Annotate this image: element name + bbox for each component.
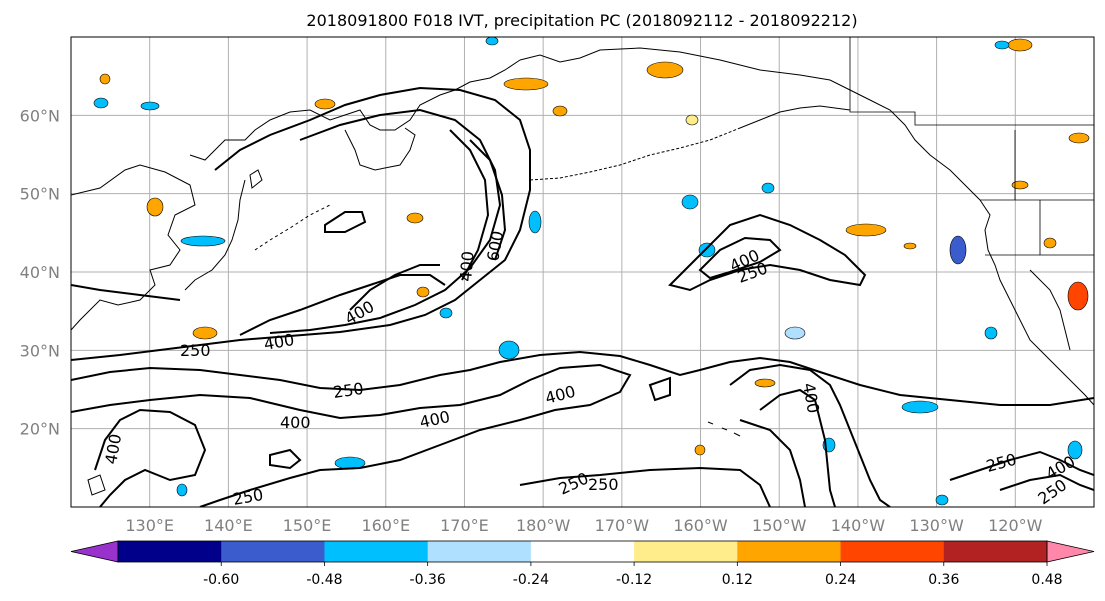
map-title: 2018091800 F018 IVT, precipitation PC (2…: [306, 11, 857, 30]
coastlines: [71, 47, 1094, 496]
admin-boundaries: [849, 37, 1094, 256]
colorbar-segment: [324, 541, 429, 562]
colorbar-tick-label: 0.12: [722, 572, 753, 588]
latitude-tick-label: 30°N: [20, 341, 60, 360]
latitude-tick-label: 20°N: [20, 420, 60, 439]
latitude-tick-label: 50°N: [20, 185, 60, 204]
contour-label: 400: [280, 413, 311, 432]
longitude-tick-label: 130°E: [125, 516, 174, 535]
colorbar: -0.60 -0.48 -0.36 -0.24 -0.12 0.12 0.24 0.36 0.4…: [70, 540, 1095, 588]
colorbar-segment: [530, 541, 635, 562]
colorbar-tick-label: 0.24: [825, 572, 856, 588]
precip-positive-anomalies: [99, 38, 1090, 456]
colorbar-extend-min: [70, 540, 119, 563]
contour-label: 250: [180, 341, 211, 360]
colorbar-tick-label: -0.12: [616, 572, 652, 588]
longitude-tick-label: 170°W: [595, 516, 650, 535]
colorbar-segment: [737, 541, 842, 562]
longitude-tick-label: 180°W: [516, 516, 571, 535]
colorbar-tick-label: 0.48: [1031, 572, 1062, 588]
longitude-tick-label: 160°E: [361, 516, 410, 535]
ivt-contours: [71, 86, 1094, 507]
colorbar-tick-label: -0.60: [203, 572, 239, 588]
latitude-tick-label: 60°N: [20, 106, 60, 125]
longitude-tick-label: 140°W: [831, 516, 886, 535]
contour-labels: 400 600 400 250 400 250 400 400 250 400 …: [101, 229, 1078, 509]
longitude-tick-label: 150°E: [283, 516, 332, 535]
longitude-tick-label: 130°W: [909, 516, 964, 535]
colorbar-tick-label: -0.24: [513, 572, 549, 588]
precip-negative-anomalies: [93, 37, 1083, 506]
colorbar-tick-label: -0.48: [306, 572, 342, 588]
colorbar-segment: [427, 541, 532, 562]
colorbar-extend-max: [1046, 540, 1095, 563]
colorbar-tick-label: 0.36: [928, 572, 959, 588]
latitude-ticks: 60°N 50°N 40°N 30°N 20°N: [20, 106, 60, 438]
longitude-ticks: 130°E 140°E 150°E 160°E 170°E 180°W 170°W 160°W…: [125, 516, 1042, 535]
colorbar-segment: [634, 541, 738, 562]
longitude-tick-label: 170°E: [440, 516, 489, 535]
longitude-tick-label: 160°W: [673, 516, 728, 535]
colorbar-segment: [943, 541, 1048, 562]
colorbar-tick-label: -0.36: [410, 572, 446, 588]
contour-label: 400: [456, 250, 478, 282]
colorbar-segment: [118, 541, 222, 562]
contour-label: 250: [332, 379, 365, 402]
map-frame: [70, 36, 1095, 508]
latitude-tick-label: 40°N: [20, 263, 60, 282]
longitude-tick-label: 120°W: [988, 516, 1043, 535]
longitude-tick-label: 150°W: [752, 516, 807, 535]
longitude-tick-label: 140°E: [204, 516, 253, 535]
colorbar-segment: [221, 541, 325, 562]
colorbar-segment: [840, 541, 945, 562]
gridlines: [71, 37, 1094, 507]
contour-label: 250: [231, 485, 264, 509]
map-area: 400 600 400 250 400 250 400 400 250 400 …: [71, 37, 1094, 509]
colorbar-frame: [117, 540, 1048, 563]
contour-label: 250: [588, 475, 619, 494]
